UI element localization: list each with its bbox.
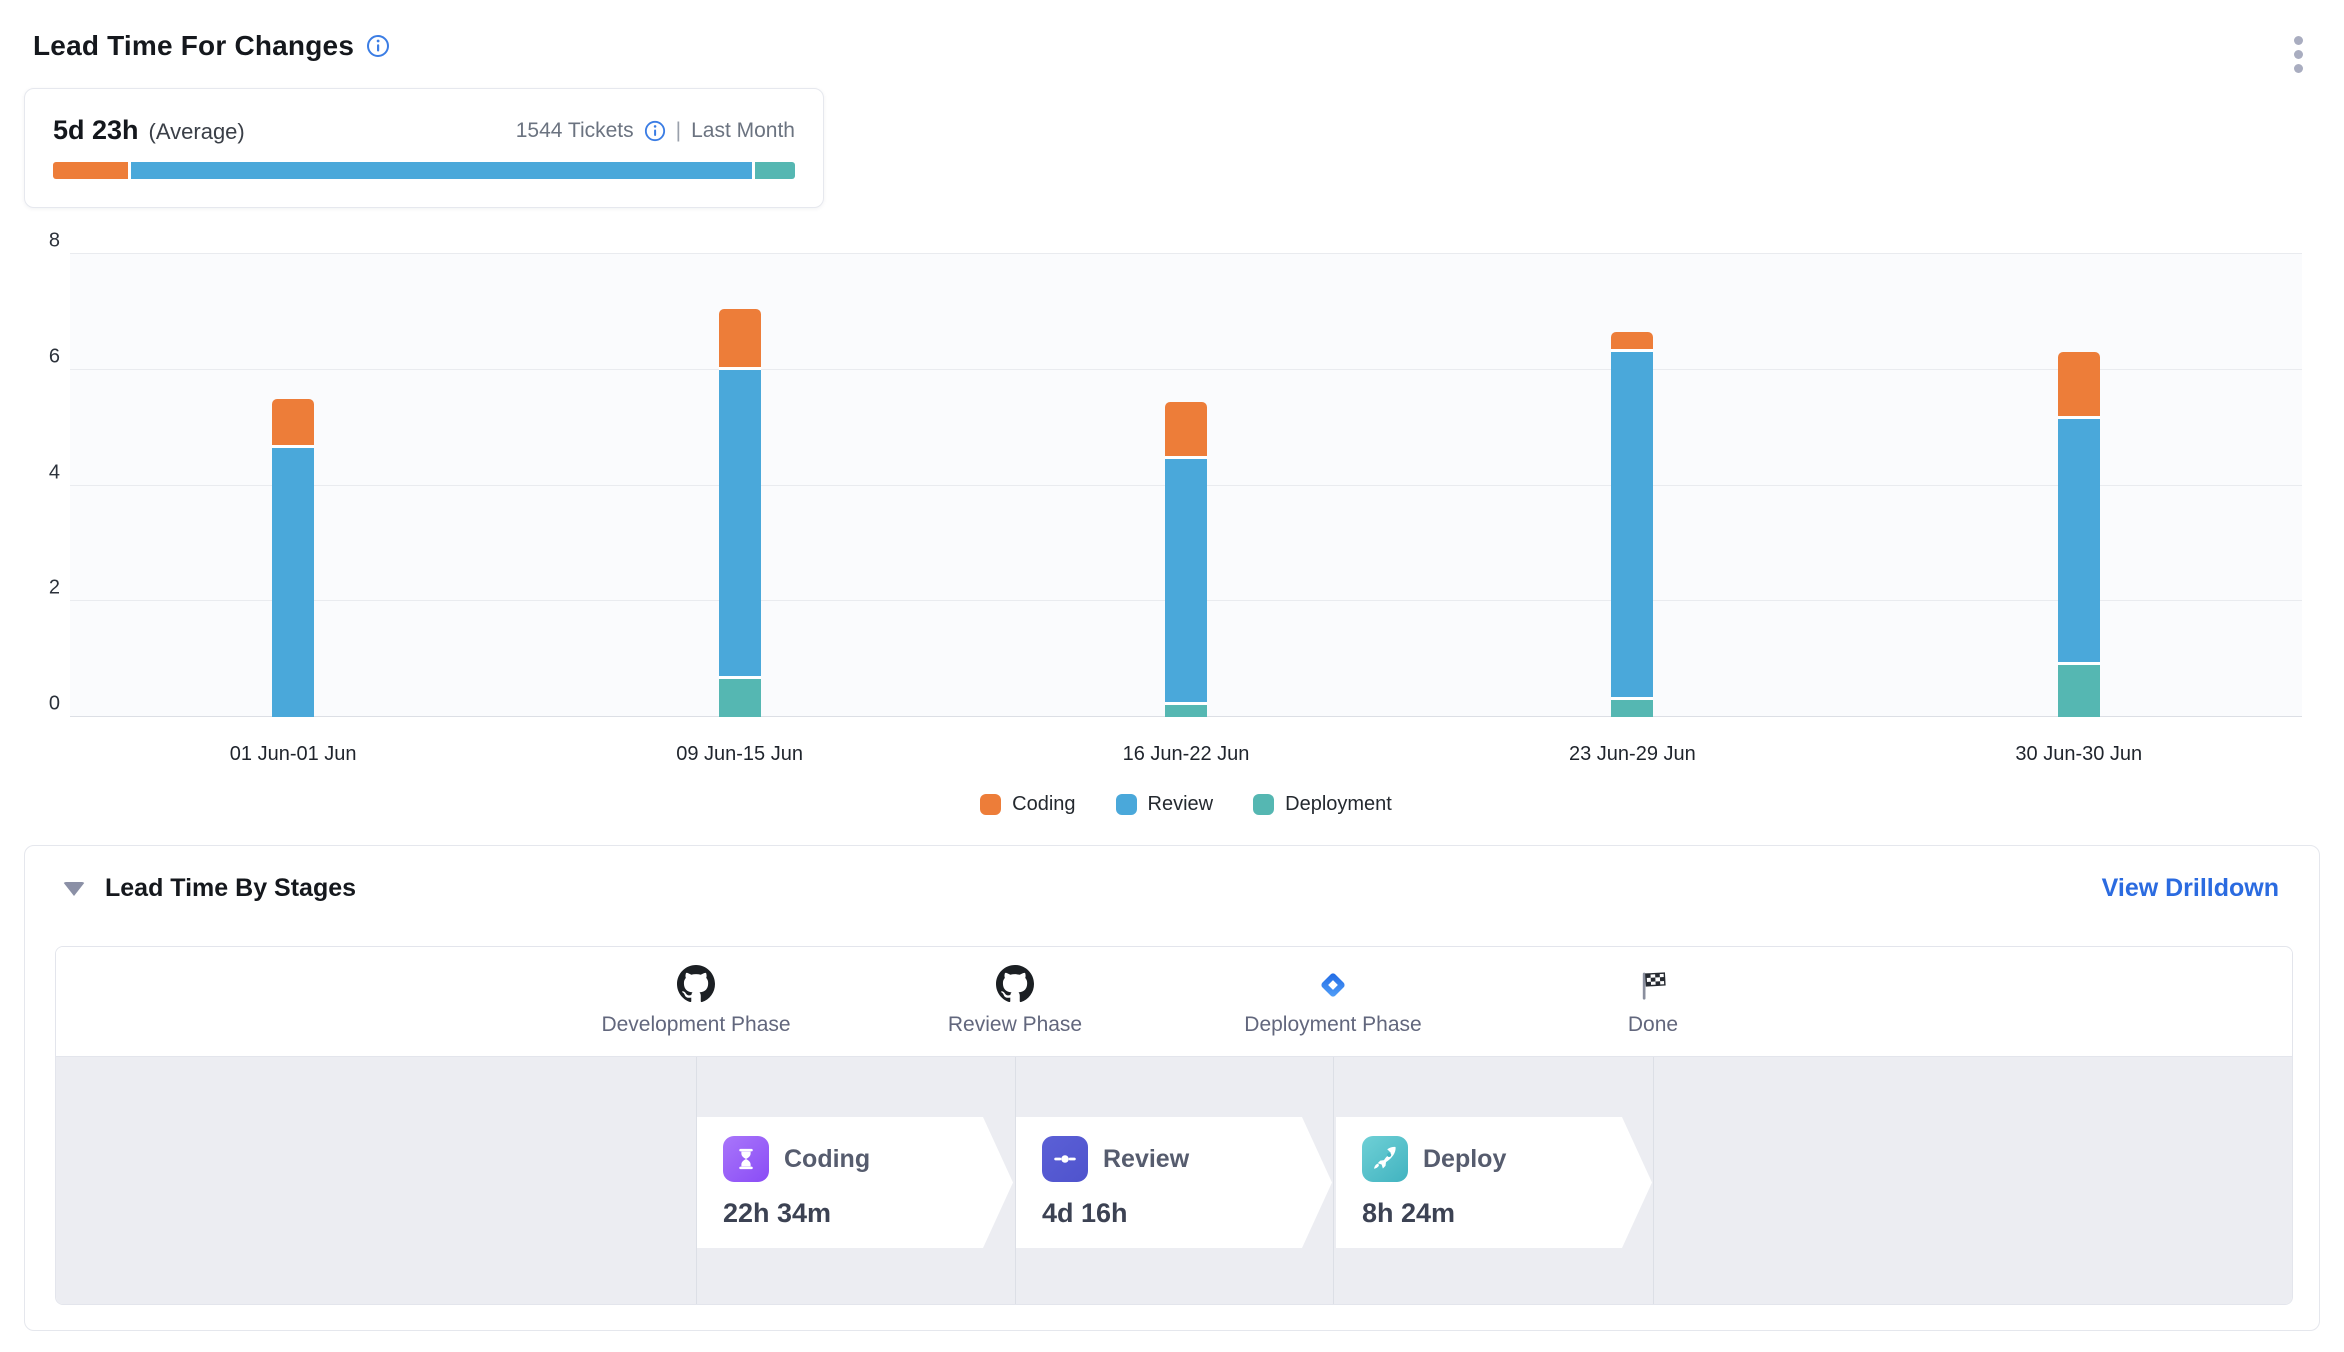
stage-duration: 8h 24m	[1362, 1198, 1456, 1228]
plot-area: 0 2 4 6 8	[49, 230, 2302, 717]
phase-label: Deployment Phase	[1244, 1013, 1422, 1036]
info-icon[interactable]	[366, 34, 390, 58]
pipeline-phase-header: Development Phase Review Phase Deployment …	[56, 947, 2292, 1056]
tickets-count: 1544 Tickets	[515, 118, 634, 142]
progress-segment-coding	[53, 162, 129, 179]
bar-30-jun-30-jun[interactable]	[2057, 352, 2100, 717]
bar-segment-deployment[interactable]	[1165, 705, 1207, 717]
legend-label: Review	[1147, 793, 1214, 815]
page-title: Lead Time For Changes	[33, 30, 355, 61]
stage-name: Deploy	[1423, 1144, 1507, 1173]
stage-name: Review	[1103, 1144, 1190, 1173]
phase-development-phase: Development Phase	[546, 947, 846, 1037]
pipeline: Development Phase Review Phase Deployment …	[55, 946, 2293, 1305]
average-lead-time-value: 5d 23h	[53, 115, 139, 145]
legend-swatch	[1115, 794, 1137, 815]
progress-segment-review	[131, 162, 753, 179]
gridline-y8	[70, 253, 2302, 254]
bar-23-jun-29-jun[interactable]	[1611, 332, 1654, 717]
bar-segment-review[interactable]	[1611, 352, 1654, 700]
bar-segment-coding[interactable]	[1611, 332, 1654, 353]
column-divider	[1015, 1057, 1016, 1304]
stage-card-deploy[interactable]: Deploy 8h 24m	[1336, 1117, 1652, 1248]
phase-label: Done	[1627, 1013, 1679, 1036]
x-axis-label: 16 Jun-22 Jun	[1122, 743, 1250, 765]
y-axis-tick-2: 2	[48, 576, 60, 599]
legend-item-review[interactable]: Review	[1115, 793, 1214, 816]
rocket-icon	[1362, 1136, 1408, 1182]
github-icon	[865, 947, 1165, 1003]
bar-01-jun-01-jun[interactable]	[272, 398, 315, 717]
github-icon	[546, 947, 846, 1003]
bar-segment-coding[interactable]	[272, 398, 315, 448]
average-label: (Average)	[148, 119, 245, 144]
phase-deployment-phase: Deployment Phase	[1183, 947, 1483, 1037]
kebab-menu-icon[interactable]	[2284, 32, 2312, 76]
column-divider	[696, 1057, 697, 1304]
legend-item-coding[interactable]: Coding	[980, 793, 1076, 816]
commit-icon	[1042, 1136, 1088, 1182]
legend-swatch	[1253, 794, 1275, 815]
separator: |	[675, 118, 682, 142]
bar-segment-coding[interactable]	[1165, 401, 1207, 460]
period-label: Last Month	[691, 118, 795, 142]
phase-done: Done	[1503, 947, 1803, 1037]
gridline-y6	[70, 368, 2302, 370]
legend-swatch	[980, 794, 1002, 815]
bar-segment-deployment[interactable]	[1611, 699, 1654, 717]
stage-card-coding[interactable]: Coding 22h 34m	[697, 1117, 1013, 1248]
checkered-flag-icon	[1503, 947, 1803, 1003]
collapse-caret-icon[interactable]	[63, 881, 85, 896]
stage-card-review[interactable]: Review 4d 16h	[1016, 1117, 1332, 1248]
tickets-info-icon[interactable]	[644, 120, 666, 142]
view-drilldown-link[interactable]: View Drilldown	[2101, 874, 2279, 902]
legend-label: Coding	[1012, 793, 1076, 815]
x-axis-label: 30 Jun-30 Jun	[2015, 743, 2143, 765]
bar-segment-coding[interactable]	[718, 308, 761, 370]
phase-review-phase: Review Phase	[865, 947, 1165, 1037]
bar-segment-review[interactable]	[718, 369, 761, 680]
y-axis-tick-0: 0	[48, 692, 60, 715]
legend-item-deployment[interactable]: Deployment	[1253, 793, 1392, 816]
legend-label: Deployment	[1285, 793, 1392, 815]
bar-segment-review[interactable]	[272, 447, 315, 717]
column-divider	[1653, 1057, 1654, 1304]
bar-segment-deployment[interactable]	[2057, 664, 2100, 717]
y-axis-tick-4: 4	[48, 461, 60, 483]
lead-time-by-stages-panel: Lead Time By Stages View Drilldown Devel…	[24, 845, 2320, 1331]
bar-segment-review[interactable]	[1165, 459, 1207, 706]
chart-legend: Coding Review Deployment	[70, 793, 2302, 816]
stage-duration: 4d 16h	[1042, 1198, 1128, 1228]
column-divider	[1333, 1057, 1334, 1304]
progress-segment-deployment	[755, 162, 795, 179]
page-header: Lead Time For Changes	[33, 30, 390, 62]
stages-panel-title: Lead Time By Stages	[105, 874, 357, 902]
phase-label: Review Phase	[947, 1013, 1083, 1036]
bar-segment-coding[interactable]	[2057, 352, 2100, 419]
bar-16-jun-22-jun[interactable]	[1165, 401, 1207, 717]
stage-duration: 22h 34m	[723, 1198, 832, 1228]
x-axis-label: 23 Jun-29 Jun	[1569, 743, 1696, 765]
y-axis-tick-6: 6	[48, 345, 60, 368]
bar-segment-deployment[interactable]	[718, 679, 761, 717]
pipeline-body: Coding 22h 34m Review 4d 16h Deploy 8h 24m	[56, 1056, 2292, 1304]
phase-label: Development Phase	[601, 1013, 791, 1036]
x-axis-label: 09 Jun-15 Jun	[676, 743, 803, 765]
x-axis-label: 01 Jun-01 Jun	[229, 743, 357, 765]
y-axis-tick-8: 8	[48, 229, 60, 252]
summary-card: 5d 23h (Average) 1544 Tickets | Last Mon…	[24, 88, 824, 208]
hourglass-icon	[723, 1136, 769, 1182]
stage-name: Coding	[784, 1144, 871, 1173]
bar-09-jun-15-jun[interactable]	[718, 308, 761, 717]
bar-segment-review[interactable]	[2057, 418, 2100, 665]
jira-diamond-icon	[1183, 947, 1483, 1003]
stage-distribution-bar	[53, 162, 795, 179]
